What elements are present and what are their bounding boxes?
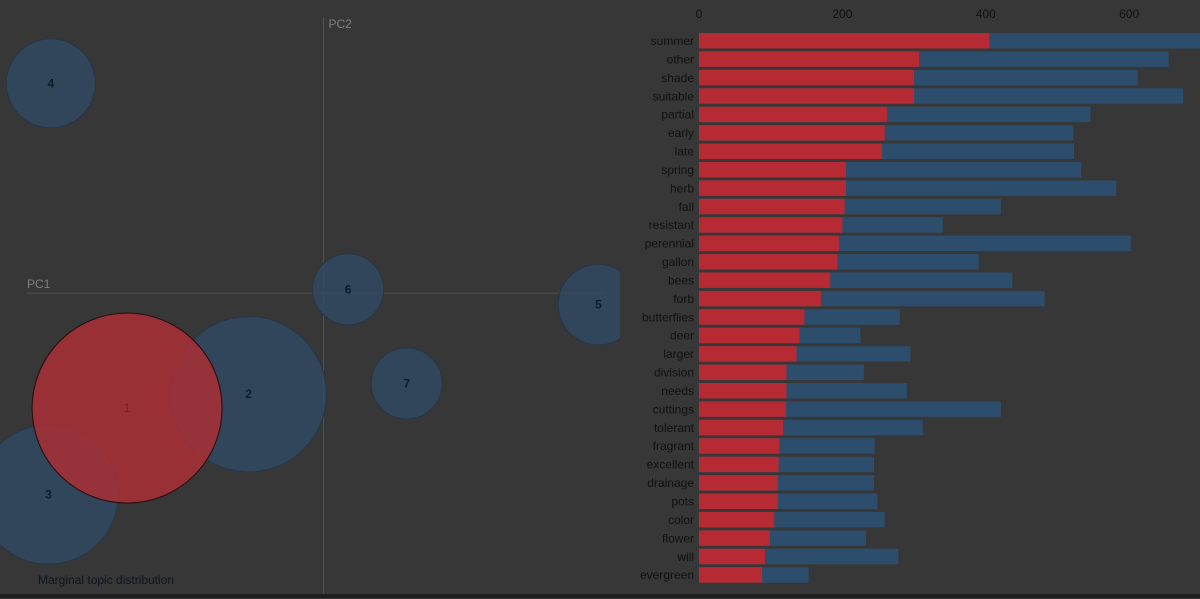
term-label-evergreen[interactable]: evergreen	[640, 568, 694, 582]
term-label-fragrant[interactable]: fragrant	[653, 439, 695, 453]
marginal-topic-distribution-label: Marginal topic distribution	[38, 573, 174, 587]
topic-bar-will[interactable]	[699, 548, 765, 565]
term-label-perennial[interactable]: perennial	[645, 237, 694, 251]
topic-bar-color[interactable]	[699, 511, 775, 528]
term-label-late[interactable]: late	[675, 145, 695, 159]
topic-bar-cuttings[interactable]	[699, 401, 786, 417]
term-label-division[interactable]: division	[654, 366, 694, 380]
topic-bar-suitable[interactable]	[699, 88, 915, 104]
topic-circle-1[interactable]	[31, 312, 223, 504]
term-label-partial[interactable]: partial	[661, 108, 694, 122]
x-axis-ticks: 0 200 400 600	[696, 7, 1140, 21]
topic-bar-resistant[interactable]	[699, 217, 843, 233]
topic-bar-deer[interactable]	[699, 327, 800, 344]
term-label-resistant[interactable]: resistant	[649, 218, 695, 232]
topic-bar-gallon[interactable]	[699, 254, 838, 270]
term-label-deer[interactable]: deer	[670, 329, 694, 343]
term-label-herb[interactable]: herb	[670, 181, 694, 195]
topic-circle-4[interactable]	[5, 38, 96, 129]
term-label-other[interactable]: other	[667, 52, 694, 66]
topic-label-5: 5	[595, 298, 602, 312]
scatter-chart: 1 2 3 4 5 6 7 PC1 PC2 Marginal topic distribut…	[0, 17, 640, 594]
term-label-larger[interactable]: larger	[663, 347, 694, 361]
pc2-axis-label: PC2	[328, 17, 352, 31]
topic-bar-summer[interactable]	[699, 33, 990, 49]
topic-circles[interactable]	[0, 38, 640, 565]
topic-label-4: 4	[47, 76, 54, 90]
topic-bar-needs[interactable]	[699, 382, 787, 399]
x-tick-400: 400	[976, 7, 996, 21]
bar-chart: 0 200 400 600 summer other shade suitable parti…	[640, 7, 1200, 583]
x-tick-0: 0	[696, 7, 703, 21]
topic-bar-herb[interactable]	[699, 180, 846, 196]
term-label-color[interactable]: color	[668, 513, 694, 527]
topic-label-3: 3	[45, 487, 52, 501]
topic-label-1: 1	[124, 401, 131, 415]
term-label-summer[interactable]: summer	[651, 34, 694, 48]
topic-label-2: 2	[245, 387, 252, 401]
term-labels[interactable]: summer other shade suitable partial early late…	[640, 34, 695, 582]
term-label-bees[interactable]: bees	[668, 273, 694, 287]
term-label-cuttings[interactable]: cuttings	[653, 402, 694, 416]
topic-bar-partial[interactable]	[699, 106, 887, 123]
term-label-early[interactable]: early	[668, 126, 694, 140]
topic-bar-larger[interactable]	[699, 346, 797, 362]
topic-bar-excellent[interactable]	[699, 456, 779, 473]
topic-bar-forb[interactable]	[699, 290, 821, 307]
x-tick-200: 200	[832, 7, 852, 21]
topic-bar-drainage[interactable]	[699, 475, 778, 491]
topic-bar-other[interactable]	[699, 51, 920, 67]
term-label-drainage[interactable]: drainage	[647, 476, 694, 490]
topic-bar-evergreen[interactable]	[699, 567, 763, 583]
topic-bar-pots[interactable]	[699, 493, 778, 510]
topic-bar-fall[interactable]	[699, 198, 845, 215]
term-label-butterflies[interactable]: butterflies	[642, 310, 694, 324]
term-label-fall[interactable]: fall	[679, 200, 694, 214]
top-terms-bar-chart: 0 200 400 600 summer other shade suitable parti…	[620, 0, 1200, 594]
term-label-pots[interactable]: pots	[671, 495, 694, 509]
term-label-gallon[interactable]: gallon	[662, 255, 694, 269]
term-label-needs[interactable]: needs	[661, 384, 694, 398]
topic-bar-fragrant[interactable]	[699, 438, 780, 454]
x-tick-600: 600	[1119, 7, 1139, 21]
term-label-suitable[interactable]: suitable	[653, 89, 695, 103]
topic-bar-flower[interactable]	[699, 530, 770, 546]
term-label-spring[interactable]: spring	[661, 163, 694, 177]
topic-bar-butterflies[interactable]	[699, 309, 805, 325]
term-label-shade[interactable]: shade	[661, 71, 694, 85]
term-label-excellent[interactable]: excellent	[647, 458, 695, 472]
term-label-forb[interactable]: forb	[673, 292, 694, 306]
topic-bar-late[interactable]	[699, 143, 882, 160]
topic-circle-7[interactable]	[370, 347, 443, 420]
bottom-border	[0, 594, 1200, 598]
topic-bar-spring[interactable]	[699, 161, 846, 178]
topic-labels: 1 2 3 4 5 6 7	[45, 76, 602, 501]
topic-circle-6[interactable]	[312, 253, 385, 326]
topic-bar-early[interactable]	[699, 125, 885, 141]
topic-label-6: 6	[345, 282, 352, 296]
topic-bar-bees[interactable]	[699, 272, 831, 288]
term-label-tolerant[interactable]: tolerant	[654, 421, 695, 435]
term-label-flower[interactable]: flower	[662, 531, 694, 545]
topic-bar-perennial[interactable]	[699, 235, 839, 252]
topic-bar-tolerant[interactable]	[699, 419, 783, 436]
topic-bar-division[interactable]	[699, 364, 787, 381]
term-label-will[interactable]: will	[676, 550, 694, 564]
pc1-axis-label: PC1	[27, 277, 51, 291]
topic-bar-shade[interactable]	[699, 69, 915, 86]
intertopic-distance-map: 1 2 3 4 5 6 7 PC1 PC2 Marginal topic distribut…	[0, 17, 640, 594]
topic-label-7: 7	[403, 376, 410, 390]
topic-circle-5[interactable]	[557, 263, 640, 346]
term-bars[interactable]	[699, 33, 1200, 583]
